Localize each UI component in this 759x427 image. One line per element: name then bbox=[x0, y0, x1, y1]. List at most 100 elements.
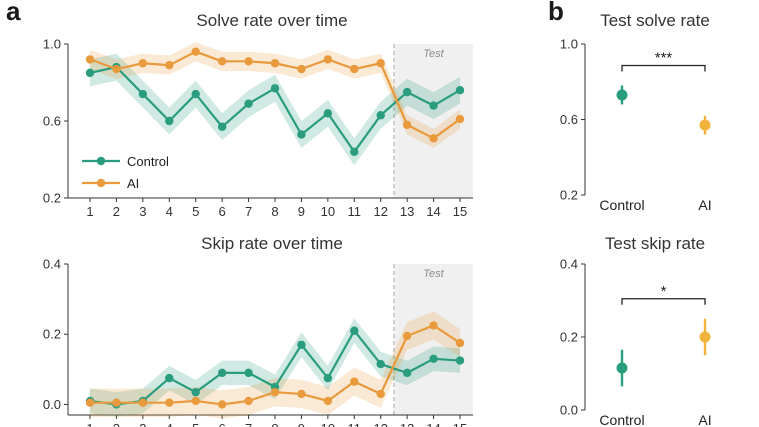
p3-control-category-label: Control bbox=[599, 412, 644, 427]
p0-ytick-label-1: 0.6 bbox=[43, 114, 61, 129]
p1-xtick-label-4: 5 bbox=[192, 421, 199, 427]
p0-control-point-9 bbox=[297, 130, 306, 139]
p0-xtick-label-8: 9 bbox=[298, 204, 305, 219]
p1-control-point-5 bbox=[191, 387, 200, 397]
p1-control-point-11 bbox=[350, 326, 359, 335]
p1-xtick-label-7: 8 bbox=[271, 421, 278, 427]
p0-ai-point-9 bbox=[297, 64, 306, 74]
p0-control-point-7 bbox=[244, 99, 253, 108]
p1-xtick-label-9: 10 bbox=[321, 421, 335, 427]
p1-ai-point-1 bbox=[85, 398, 95, 407]
p1-ai-point-3 bbox=[138, 398, 148, 407]
p0-ai-point-3 bbox=[138, 59, 148, 68]
p1-ai-point-14 bbox=[429, 321, 438, 330]
p0-ai-point-1 bbox=[85, 55, 95, 64]
p1-xtick-label-6: 7 bbox=[245, 421, 252, 427]
p1-xtick-label-11: 12 bbox=[373, 421, 387, 427]
legend-ai-label: AI bbox=[127, 176, 139, 191]
p0-control-point-13 bbox=[402, 87, 412, 97]
test-skip-chart: 0.0 0.2 0.4 Control AI * bbox=[560, 257, 712, 427]
p0-ai-point-7 bbox=[244, 57, 253, 66]
p0-xtick-label-1: 2 bbox=[113, 204, 120, 219]
p1-ai-point-10 bbox=[323, 396, 333, 406]
p1-xtick-label-8: 9 bbox=[298, 421, 305, 427]
p0-control-point-12 bbox=[376, 111, 385, 120]
p0-control-point-5 bbox=[191, 89, 200, 99]
skip-rate-title: Skip rate over time bbox=[201, 234, 343, 253]
p1-ai-point-7 bbox=[244, 396, 253, 406]
p0-control-point-3 bbox=[138, 89, 148, 99]
p1-ai-point-15 bbox=[455, 338, 465, 348]
p0-xtick-label-6: 7 bbox=[245, 204, 252, 219]
p0-control-band bbox=[90, 53, 460, 166]
p1-ytick-label-1: 0.2 bbox=[43, 327, 61, 342]
p1-ytick-label-0: 0.0 bbox=[43, 397, 61, 412]
p0-xtick-label-2: 3 bbox=[139, 204, 146, 219]
p0-ai-band bbox=[90, 42, 460, 148]
p0-ai-point-14 bbox=[429, 134, 438, 143]
p1-xtick-label-1: 2 bbox=[113, 421, 120, 427]
p0-xtick-label-9: 10 bbox=[321, 204, 335, 219]
p2-ai-category-label: AI bbox=[698, 197, 711, 213]
p0-ai-point-2 bbox=[112, 64, 121, 74]
test-solve-title: Test solve rate bbox=[600, 11, 710, 30]
p0-ai-point-8 bbox=[270, 59, 280, 68]
legend: Control AI bbox=[82, 154, 169, 191]
p1-xtick-label-12: 13 bbox=[400, 421, 414, 427]
p0-test-label: Test bbox=[423, 48, 444, 60]
p1-ai-band bbox=[90, 311, 460, 419]
p1-control-point-9 bbox=[297, 340, 306, 349]
p0-ai-point-11 bbox=[350, 64, 359, 74]
legend-control-marker bbox=[96, 156, 106, 166]
p1-control-point-7 bbox=[244, 368, 253, 378]
p0-control-point-4 bbox=[165, 116, 174, 126]
legend-control-label: Control bbox=[127, 154, 169, 169]
p1-control-point-4 bbox=[165, 373, 174, 383]
p1-xtick-label-3: 4 bbox=[166, 421, 173, 427]
p0-control-point-10 bbox=[323, 109, 333, 118]
p1-ai-point-11 bbox=[350, 377, 359, 386]
p2-ytick-label-0: 0.2 bbox=[560, 188, 578, 203]
p3-significance-bracket bbox=[621, 298, 706, 305]
p0-xtick-label-7: 8 bbox=[271, 204, 278, 219]
p0-xtick-label-12: 13 bbox=[400, 204, 414, 219]
p1-ai-point-2 bbox=[112, 398, 121, 407]
p2-significance-stars: *** bbox=[655, 50, 673, 67]
p1-test-label: Test bbox=[423, 268, 444, 280]
panel-letter-a: a bbox=[6, 0, 21, 26]
p0-ai-point-12 bbox=[376, 59, 385, 68]
p0-control-point-15 bbox=[455, 86, 465, 95]
p1-ai-point-8 bbox=[270, 387, 280, 397]
p0-xtick-label-5: 6 bbox=[219, 204, 226, 219]
p1-xtick-label-14: 15 bbox=[453, 421, 467, 427]
p2-control-category-label: Control bbox=[599, 197, 644, 213]
p2-ytick-label-1: 0.6 bbox=[560, 112, 578, 127]
p1-control-point-12 bbox=[376, 359, 385, 369]
p0-control-point-14 bbox=[429, 101, 438, 110]
p0-ai-point-15 bbox=[455, 114, 465, 124]
p1-control-point-15 bbox=[455, 356, 465, 365]
p3-significance-stars: * bbox=[661, 283, 667, 300]
p2-ai-point bbox=[699, 119, 711, 131]
p1-control-point-13 bbox=[402, 368, 412, 378]
test-skip-title: Test skip rate bbox=[605, 234, 705, 253]
p1-xtick-label-5: 6 bbox=[219, 421, 226, 427]
p0-control-point-6 bbox=[217, 122, 227, 131]
p0-ai-point-13 bbox=[402, 120, 412, 130]
p3-ytick-label-2: 0.4 bbox=[560, 257, 578, 272]
p1-ai-point-9 bbox=[297, 389, 306, 399]
solve-rate-title: Solve rate over time bbox=[196, 11, 347, 30]
legend-ai-marker bbox=[96, 178, 106, 188]
p1-ytick-label-2: 0.4 bbox=[43, 257, 61, 272]
p3-ai-point bbox=[699, 331, 711, 343]
p0-xtick-label-0: 1 bbox=[86, 204, 93, 219]
p3-ytick-label-0: 0.0 bbox=[560, 403, 578, 418]
p1-control-point-10 bbox=[323, 373, 333, 383]
p0-xtick-label-11: 12 bbox=[373, 204, 387, 219]
p0-ai-point-6 bbox=[217, 57, 227, 66]
test-solve-chart: 0.2 0.6 1.0 Control AI *** bbox=[560, 37, 712, 214]
p1-ai-point-4 bbox=[165, 398, 174, 407]
